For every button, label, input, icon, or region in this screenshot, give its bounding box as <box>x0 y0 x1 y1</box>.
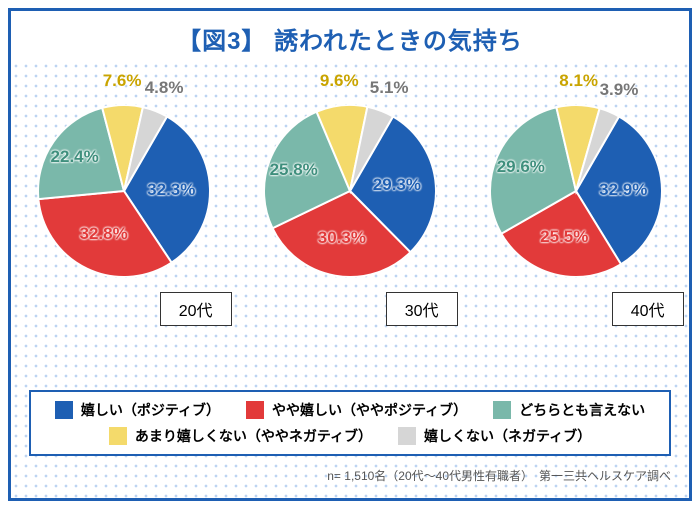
age-label: 40代 <box>612 292 684 326</box>
legend-label: 嬉しくない（ネガティブ） <box>424 426 591 446</box>
pie-row: 32.3%32.8%22.4%7.6%4.8%20代29.3%30.3%25.8… <box>11 81 689 331</box>
pie-holder: 29.3%30.3%25.8%9.6%5.1% <box>264 105 436 277</box>
footnote: n= 1,510名（20代〜40代男性有職者） 第一三共ヘルスケア調べ <box>327 467 671 484</box>
legend-item: 嬉しくない（ネガティブ） <box>398 426 591 446</box>
pie-chart: 29.3%30.3%25.8%9.6%5.1%30代 <box>243 81 458 331</box>
pct-label: 22.4% <box>51 147 99 167</box>
chart-title: 【図3】 誘われたときの気持ち <box>11 11 689 62</box>
pie-holder: 32.3%32.8%22.4%7.6%4.8% <box>38 105 210 277</box>
legend-swatch <box>398 427 416 445</box>
pct-label: 5.1% <box>370 78 409 98</box>
pie-chart: 32.9%25.5%29.6%8.1%3.9%40代 <box>469 81 684 331</box>
age-label: 30代 <box>386 292 458 326</box>
pct-label: 29.6% <box>497 157 545 177</box>
legend-label: あまり嬉しくない（ややネガティブ） <box>135 426 372 446</box>
pct-label: 4.8% <box>145 78 184 98</box>
pct-label: 8.1% <box>559 71 598 91</box>
legend-swatch <box>55 401 73 419</box>
age-label: 20代 <box>160 292 232 326</box>
legend-item: どちらとも言えない <box>493 400 645 420</box>
legend-swatch <box>246 401 264 419</box>
legend-item: 嬉しい（ポジティブ） <box>55 400 220 420</box>
pie-holder: 32.9%25.5%29.6%8.1%3.9% <box>490 105 662 277</box>
pct-label: 25.8% <box>270 160 318 180</box>
pct-label: 32.3% <box>147 180 195 200</box>
legend-item: あまり嬉しくない（ややネガティブ） <box>109 426 372 446</box>
pct-label: 32.9% <box>599 180 647 200</box>
legend-swatch <box>493 401 511 419</box>
pie-chart: 32.3%32.8%22.4%7.6%4.8%20代 <box>17 81 232 331</box>
pct-label: 9.6% <box>320 71 359 91</box>
legend-label: 嬉しい（ポジティブ） <box>81 400 220 420</box>
plot-area: 32.3% 32.8% 22.4% 7.6%4.8% 20代 29.3% 30.3% 25.8… <box>11 61 689 498</box>
chart-frame: 【図3】 誘われたときの気持ち 32.3% 32.8% 22.4% 7.6%4.8% 2… <box>8 8 692 501</box>
legend-swatch <box>109 427 127 445</box>
legend-label: どちらとも言えない <box>519 400 645 420</box>
pct-label: 7.6% <box>103 71 142 91</box>
legend: 嬉しい（ポジティブ） やや嬉しい（ややポジティブ） どちらとも言えないあまり嬉しくな… <box>29 390 671 456</box>
legend-label: やや嬉しい（ややポジティブ） <box>272 400 467 420</box>
legend-item: やや嬉しい（ややポジティブ） <box>246 400 467 420</box>
pct-label: 25.5% <box>540 227 588 247</box>
pct-label: 29.3% <box>373 175 421 195</box>
pct-label: 3.9% <box>600 80 639 100</box>
pct-label: 30.3% <box>318 228 366 248</box>
pct-label: 32.8% <box>80 224 128 244</box>
